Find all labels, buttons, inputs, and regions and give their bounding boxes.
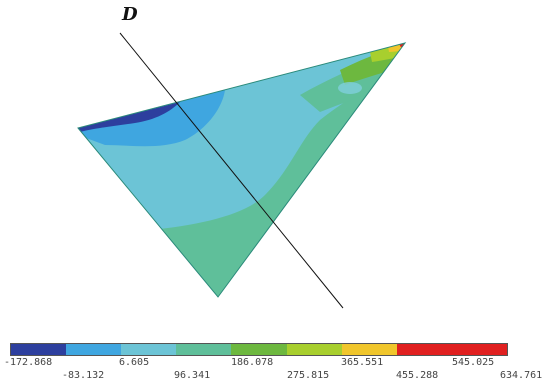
legend-band-5 <box>231 344 287 355</box>
legend-band-9 <box>451 344 507 355</box>
contour-dark-blue-region <box>78 102 180 132</box>
legend-tick-4: 96.341 <box>174 370 211 381</box>
legend-band-2 <box>66 344 122 355</box>
legend-tick-8: 455.288 <box>396 370 439 381</box>
legend-band-8 <box>396 344 452 355</box>
legend-tick-7: 365.551 <box>341 357 384 368</box>
legend-tick-2: -83.132 <box>62 370 105 381</box>
contour-light-spot <box>338 82 362 94</box>
legend-band-4 <box>176 344 232 355</box>
legend-band-3 <box>121 344 177 355</box>
legend-tick-10: 634.761 <box>500 370 543 381</box>
legend-band-6 <box>286 344 342 355</box>
section-label-d: D <box>122 4 138 25</box>
legend-band-7 <box>341 344 397 355</box>
legend-band-1 <box>11 344 67 355</box>
legend-tick-5: 186.078 <box>231 357 274 368</box>
legend-tick-9: 545.025 <box>452 357 495 368</box>
legend-tick-1: -172.868 <box>4 357 53 368</box>
domain-outline <box>77 42 407 298</box>
contour-plot <box>77 32 407 309</box>
legend-tick-6: 275.815 <box>287 370 330 381</box>
color-legend-bar <box>10 343 508 356</box>
section-line-d <box>119 32 344 309</box>
legend-tick-3: 6.605 <box>119 357 150 368</box>
